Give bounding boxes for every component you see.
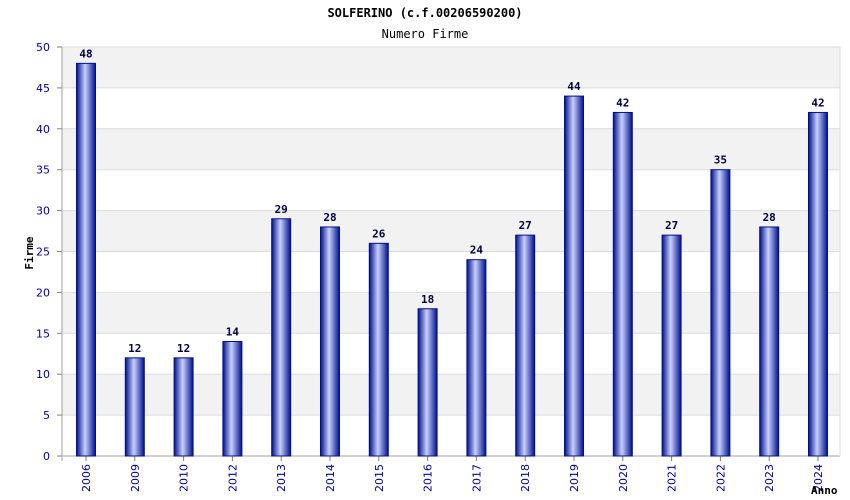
x-tick-label: 2022 [714, 464, 727, 492]
x-axis-label: Anno [811, 484, 838, 497]
bars [76, 62, 828, 457]
bar-value-label: 48 [79, 47, 92, 60]
bar-value-label: 14 [226, 325, 240, 338]
x-tick-label: 2017 [470, 464, 483, 492]
x-tick-label: 2024 [812, 464, 825, 492]
x-tick-label: 2020 [617, 464, 630, 492]
x-axis-ticks: 2006 2009 2010 2012 2013 2014 2015 2016 2017 2018… [80, 464, 825, 492]
bar-2024 [808, 111, 828, 457]
bar-2016 [417, 308, 438, 457]
x-tick-label: 2012 [226, 464, 239, 492]
bar-2019 [564, 95, 584, 457]
grid-band [62, 292, 840, 334]
x-tick-label: 2006 [80, 464, 93, 492]
bar-2012 [222, 340, 243, 457]
bar-value-label: 27 [665, 219, 678, 232]
y-tick-label: 30 [36, 205, 50, 218]
y-tick-label: 0 [43, 450, 50, 463]
y-tick-label: 5 [43, 409, 50, 422]
chart-subtitle: Numero Firme [382, 27, 469, 41]
y-tick-label: 40 [36, 123, 50, 136]
bar-value-label: 35 [714, 154, 727, 167]
y-tick-label: 10 [36, 368, 50, 381]
y-tick-label: 35 [36, 164, 50, 177]
bar-labels: 48 12 12 14 29 28 26 18 24 27 44 42 27 35 28 42 [79, 47, 824, 354]
bar-2014 [320, 226, 340, 457]
bar-value-label: 24 [470, 244, 484, 257]
bar-2020 [612, 111, 633, 457]
x-tick-label: 2021 [666, 464, 679, 492]
grid-band [62, 128, 840, 170]
grid-band [62, 47, 840, 88]
bar-value-label: 44 [567, 80, 581, 93]
bar-2010 [173, 357, 194, 457]
x-tick-label: 2010 [178, 464, 191, 492]
bar-value-label: 18 [421, 293, 434, 306]
y-tick-label: 50 [36, 41, 50, 54]
grid-bands [62, 47, 840, 416]
bar-2022 [710, 169, 731, 457]
y-tick-label: 20 [36, 286, 50, 299]
y-axis-label: Firme [23, 236, 36, 269]
x-tick-label: 2015 [373, 464, 386, 492]
y-tick-label: 15 [36, 327, 50, 340]
chart-title: SOLFERINO (c.f.00206590200) [327, 6, 522, 20]
x-tick-label: 2016 [422, 464, 435, 492]
bar-value-label: 12 [177, 342, 190, 355]
bar-value-label: 42 [616, 96, 629, 109]
bar-2015 [368, 242, 389, 457]
bar-2023 [759, 226, 780, 457]
bar-2017 [466, 259, 487, 457]
x-tick-label: 2019 [568, 464, 581, 492]
x-tick-label: 2013 [275, 464, 288, 492]
y-tick-label: 45 [36, 82, 50, 95]
bar-value-label: 42 [811, 96, 824, 109]
bar-value-label: 27 [519, 219, 532, 232]
y-axis-ticks: 0 5 10 15 20 25 30 35 40 45 50 [36, 41, 50, 463]
bar-value-label: 29 [275, 203, 288, 216]
bar-2018 [515, 234, 536, 457]
y-tick-label: 25 [36, 246, 50, 259]
bar-value-label: 12 [128, 342, 141, 355]
bar-value-label: 28 [763, 211, 776, 224]
bar-value-label: 26 [372, 227, 386, 240]
grid-lines [62, 46, 840, 457]
x-tick-label: 2014 [324, 464, 337, 492]
grid-band [62, 210, 840, 252]
bar-2013 [271, 218, 292, 457]
bar-value-label: 28 [323, 211, 336, 224]
x-tick-label: 2018 [519, 464, 532, 492]
bar-2006 [76, 62, 96, 457]
bar-2009 [124, 357, 145, 457]
x-tick-label: 2009 [129, 464, 142, 492]
x-tick-label: 2023 [763, 464, 776, 492]
bar-2021 [661, 234, 682, 457]
